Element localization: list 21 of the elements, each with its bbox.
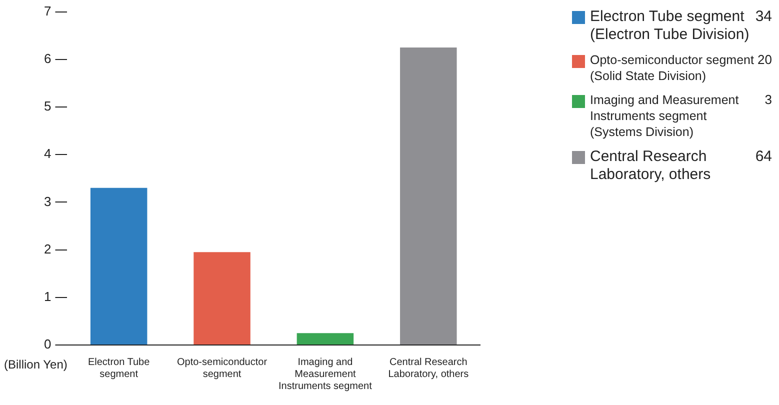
legend-label: Electron Tube segment (Electron Tube Division) xyxy=(590,8,750,44)
x-tick-label: Imaging and Measurement Instruments segment xyxy=(278,356,372,392)
y-tick-label: 7 xyxy=(44,3,52,18)
y-tick-label: 0 xyxy=(44,336,52,352)
x-tick-label: Electron Tube segment xyxy=(88,356,150,380)
y-tick-label: 2 xyxy=(44,241,52,256)
y-tick-label: 5 xyxy=(44,98,52,114)
legend-label: Imaging and Measurement Instruments segment (Systems Division) xyxy=(590,92,740,140)
legend-label: Central Research Laboratory, others xyxy=(590,148,712,184)
y-tick-label: 4 xyxy=(44,146,52,162)
y-axis-title: (Billion Yen) xyxy=(4,357,68,372)
x-tick-label: Opto-semiconductor segment xyxy=(176,356,268,380)
text: 3 xyxy=(764,92,772,107)
legend-label: Opto-semiconductor segment (Solid State Division) xyxy=(590,52,754,84)
text: 34 xyxy=(754,8,772,26)
text: 20 xyxy=(756,52,772,67)
x-tick-label: Central Research Laboratory, others xyxy=(388,356,469,380)
text: 64 xyxy=(754,148,772,166)
y-tick-label: 1 xyxy=(44,288,52,304)
y-tick-label: 3 xyxy=(44,194,52,209)
y-tick-label: 6 xyxy=(44,50,52,66)
